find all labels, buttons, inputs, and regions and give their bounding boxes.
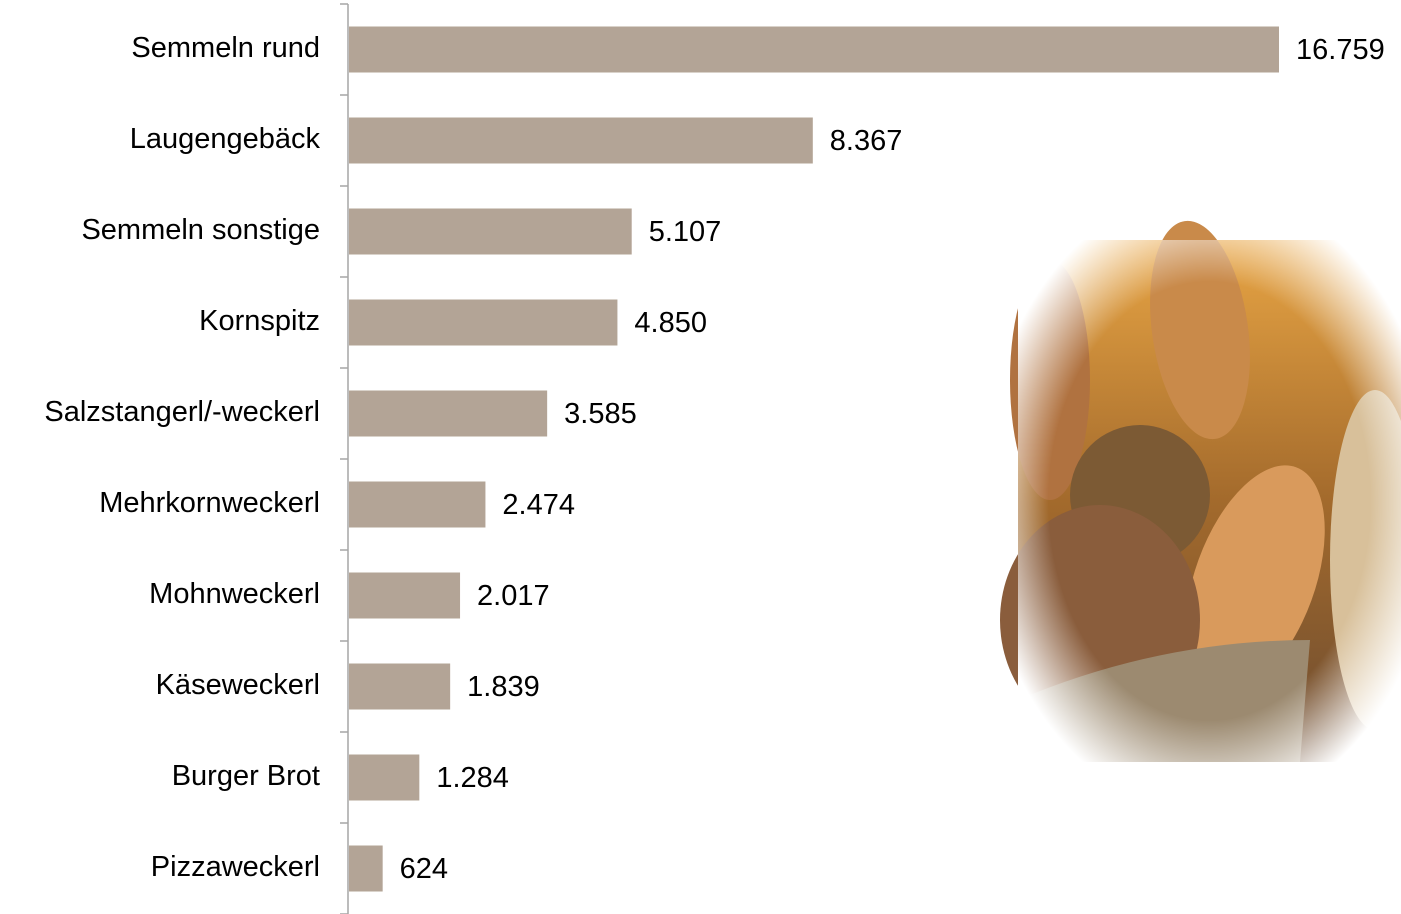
value-label: 16.759 [1296, 34, 1385, 66]
bar [349, 845, 383, 892]
category-label: Käseweckerl [156, 669, 320, 701]
bar [349, 208, 632, 255]
value-label: 1.839 [467, 671, 540, 703]
category-label: Mehrkornweckerl [99, 487, 320, 519]
bar [349, 754, 420, 801]
value-label: 2.017 [477, 580, 550, 612]
category-label: Pizzaweckerl [151, 851, 320, 883]
bar [349, 663, 451, 710]
category-label: Salzstangerl/-weckerl [44, 396, 320, 428]
category-label: Burger Brot [172, 760, 320, 792]
category-label: Semmeln sonstige [81, 214, 320, 246]
bar [349, 299, 618, 346]
value-label: 1.284 [436, 762, 509, 794]
category-label: Mohnweckerl [149, 578, 320, 610]
category-label: Laugengebäck [130, 123, 321, 155]
bar [349, 117, 813, 164]
value-label: 8.367 [830, 125, 903, 157]
value-label: 4.850 [634, 307, 707, 339]
bar [349, 390, 548, 437]
value-label: 2.474 [502, 489, 575, 521]
bread-photo [1000, 220, 1401, 762]
bar [349, 572, 461, 619]
category-label: Kornspitz [199, 305, 320, 337]
value-label: 5.107 [649, 216, 722, 248]
value-label: 624 [400, 853, 448, 885]
bar [349, 26, 1279, 73]
value-label: 3.585 [564, 398, 637, 430]
bar [349, 481, 486, 528]
category-label: Semmeln rund [131, 32, 320, 64]
